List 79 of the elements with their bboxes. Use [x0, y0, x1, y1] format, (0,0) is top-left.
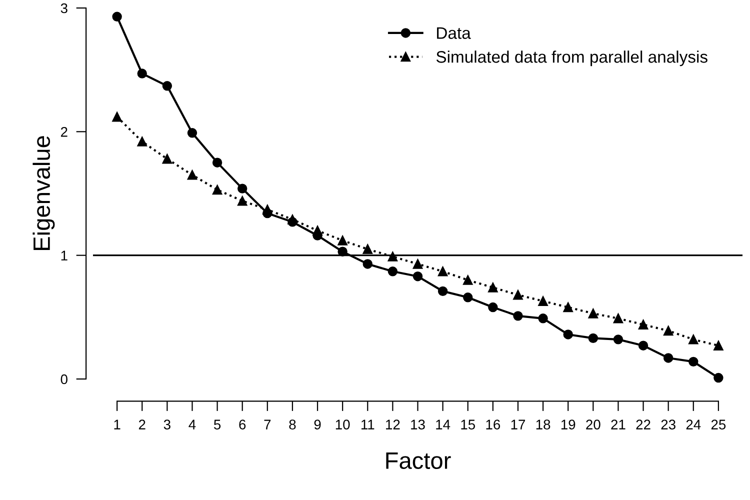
y-tick-label: 2: [60, 127, 68, 137]
x-tick-label: 15: [461, 420, 476, 430]
point: [137, 136, 147, 146]
x-axis-title: Factor: [386, 452, 451, 470]
point: [638, 320, 648, 330]
point: [237, 184, 248, 194]
point: [112, 112, 122, 122]
point: [438, 266, 448, 276]
x-tick-label: 25: [711, 420, 726, 430]
x-tick-label: 13: [411, 420, 425, 430]
point: [412, 259, 423, 269]
point: [187, 128, 198, 138]
legend-label: Simulated data from parallel analysis: [436, 50, 708, 66]
point: [463, 275, 473, 285]
point: [538, 314, 548, 324]
point: [714, 372, 724, 383]
point: [688, 356, 698, 367]
point: [488, 282, 498, 292]
point: [588, 308, 598, 318]
x-tick-label: 12: [386, 420, 400, 430]
point: [212, 184, 222, 195]
point: [638, 340, 648, 350]
point: [663, 353, 674, 363]
point: [588, 333, 598, 344]
point: [663, 326, 674, 336]
point: [613, 314, 624, 324]
point: [362, 259, 372, 269]
point: [388, 266, 398, 276]
point: [187, 170, 198, 180]
point: [162, 81, 172, 91]
y-tick-label: 3: [60, 3, 68, 14]
x-tick-label: 22: [636, 420, 650, 430]
point: [538, 296, 548, 306]
point: [262, 204, 272, 214]
x-tick-label: 2: [138, 420, 146, 430]
point: [388, 252, 398, 262]
point: [714, 340, 724, 350]
x-tick-label: 8: [289, 420, 296, 430]
x-tick-label: 24: [686, 420, 701, 430]
x-tick-label: 23: [661, 420, 676, 430]
x-tick-label: 3: [164, 420, 170, 430]
point: [212, 158, 222, 168]
x-tick-label: 10: [336, 420, 350, 430]
x-tick-label: 5: [214, 420, 221, 430]
x-tick-label: 11: [361, 420, 374, 430]
y-axis-title: Eigenvalue: [32, 136, 55, 250]
y-tick-label: 1: [61, 250, 68, 260]
x-tick-label: 19: [561, 420, 576, 430]
point: [338, 236, 348, 246]
x-tick-label: 18: [536, 420, 550, 430]
point: [162, 154, 172, 164]
x-tick-label: 7: [264, 420, 271, 430]
point: [613, 334, 624, 344]
point: [488, 302, 498, 312]
point: [362, 244, 372, 254]
point: [112, 12, 122, 22]
x-tick-label: 17: [511, 420, 526, 430]
point: [688, 334, 698, 344]
legend-label: Data: [437, 27, 471, 39]
point: [412, 271, 423, 282]
point: [137, 68, 147, 78]
x-tick-label: 21: [611, 420, 626, 430]
point: [563, 302, 573, 312]
x-tick-label: 20: [586, 420, 600, 430]
x-tick-label: 9: [314, 420, 321, 430]
y-tick-label: 0: [60, 374, 68, 384]
x-tick-label: 1: [114, 420, 120, 430]
x-tick-label: 6: [239, 420, 246, 430]
point: [312, 226, 322, 236]
x-tick-label: 16: [486, 420, 500, 430]
x-tick-label: 4: [188, 420, 196, 430]
point: [513, 290, 523, 300]
x-tick-label: 14: [436, 420, 450, 430]
point: [513, 311, 523, 321]
point: [563, 330, 573, 340]
point: [463, 292, 473, 302]
point: [288, 214, 298, 224]
point: [438, 286, 448, 296]
point: [237, 196, 248, 206]
